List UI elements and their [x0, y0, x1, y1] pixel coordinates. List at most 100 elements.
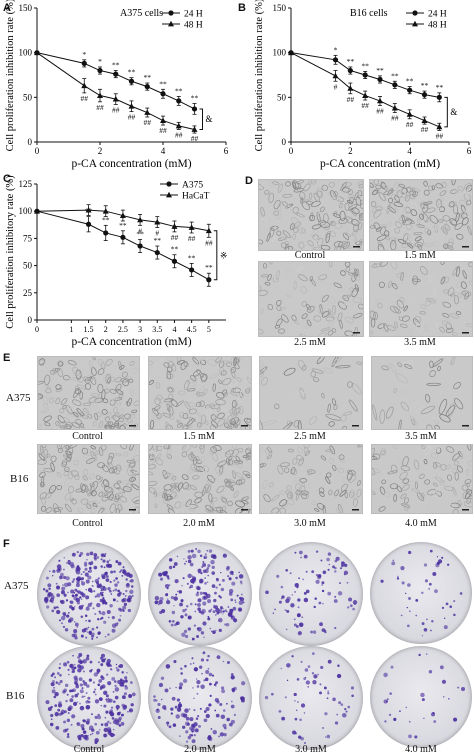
cell-shape	[131, 496, 139, 503]
cell-shape	[264, 281, 271, 286]
cell-shape	[222, 392, 229, 397]
colony	[414, 735, 418, 739]
cell-shape	[173, 493, 178, 499]
cell-shape	[372, 490, 376, 495]
colony	[98, 679, 103, 683]
cell-shape	[346, 180, 351, 186]
data-point	[436, 94, 442, 100]
colony	[61, 622, 63, 625]
cell-shape	[394, 208, 400, 214]
cell-shape	[268, 180, 276, 187]
cell-shape	[461, 290, 471, 297]
colony-dish-b16-4mm	[370, 646, 472, 748]
cell-shape	[325, 476, 331, 484]
micrograph-d-control	[258, 179, 364, 251]
colony	[317, 574, 322, 578]
colony	[426, 618, 428, 621]
cell-shape	[167, 361, 174, 368]
cell-shape	[272, 181, 280, 186]
cell-shape	[235, 500, 245, 508]
cell-shape	[274, 225, 281, 231]
colony	[99, 591, 104, 595]
colony	[178, 686, 183, 690]
cell-shape	[439, 479, 446, 486]
cell-shape	[171, 363, 177, 372]
cell-shape	[394, 305, 402, 310]
colony	[116, 600, 119, 603]
colony	[212, 555, 216, 558]
colony	[93, 553, 98, 557]
comparison-bracket	[199, 108, 203, 130]
cell-shape	[446, 244, 454, 250]
significance-mark: ##	[159, 126, 167, 135]
cell-shape	[391, 445, 399, 450]
cell-shape	[318, 487, 325, 494]
cell-shape	[220, 370, 227, 376]
colony	[166, 593, 168, 595]
colony	[66, 735, 70, 739]
colony	[324, 712, 328, 716]
cell-shape	[233, 459, 244, 464]
cell-shape	[460, 281, 467, 289]
cell-shape	[260, 447, 264, 454]
colony	[337, 591, 343, 596]
cell-shape	[205, 504, 214, 512]
colony	[284, 696, 287, 699]
cell-shape	[280, 462, 290, 467]
cell-shape	[116, 480, 122, 484]
data-point	[160, 91, 166, 97]
colony	[400, 566, 405, 571]
colony	[184, 708, 189, 713]
colony	[114, 583, 118, 587]
cell-shape	[259, 292, 265, 299]
cell-shape	[183, 361, 189, 368]
cell-shape	[163, 492, 168, 501]
cell-shape	[324, 225, 330, 231]
colony	[225, 623, 230, 627]
cell-shape	[63, 424, 71, 429]
data-point	[191, 126, 198, 132]
cell-shape	[118, 414, 125, 418]
cell-shape	[235, 357, 241, 363]
significance-mark: **	[102, 215, 110, 224]
colony	[213, 598, 217, 603]
colony	[210, 559, 215, 565]
cell-shape	[38, 394, 43, 398]
cell-shape	[340, 221, 347, 228]
cell-shape	[338, 202, 343, 209]
cell-shape	[347, 470, 353, 481]
cell-shape	[339, 489, 347, 497]
colony	[229, 722, 233, 727]
cell-shape	[295, 212, 305, 218]
colony	[45, 589, 49, 593]
cell-shape	[197, 360, 203, 366]
cell-shape	[262, 479, 268, 490]
cell-shape	[38, 468, 46, 472]
colony	[57, 708, 61, 712]
cell-shape	[381, 224, 387, 229]
cell-shape	[230, 411, 239, 418]
cell-shape	[373, 262, 377, 268]
colony	[432, 571, 437, 576]
cell-shape	[357, 190, 363, 196]
colony	[447, 697, 450, 700]
cell-shape	[378, 281, 385, 288]
colony	[94, 595, 97, 598]
cell-shape	[304, 199, 310, 203]
cell-shape	[457, 196, 467, 204]
colony	[407, 583, 411, 587]
colony	[96, 593, 101, 598]
cell-shape	[317, 332, 327, 336]
colony	[301, 616, 304, 619]
cell-shape	[50, 421, 57, 428]
colony	[75, 583, 80, 588]
cell-shape	[199, 456, 206, 463]
colony	[56, 606, 59, 609]
cell-shape	[302, 325, 308, 336]
cell-shape	[266, 232, 271, 242]
colony	[346, 581, 349, 584]
cell-shape	[235, 377, 242, 383]
caption-e-0-3: 3.5 mM	[405, 431, 437, 442]
cell-shape	[244, 424, 251, 429]
cell-shape	[81, 499, 87, 508]
